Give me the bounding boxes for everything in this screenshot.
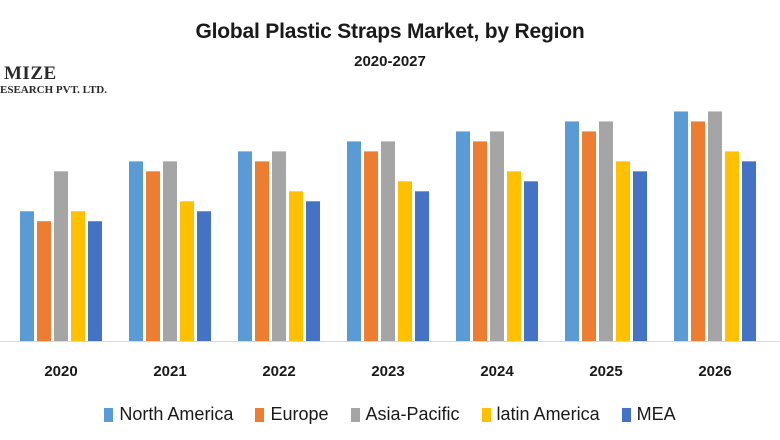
legend-item: Europe xyxy=(255,404,329,425)
bar-mea-2025 xyxy=(633,171,647,341)
x-tick-label: 2020 xyxy=(44,363,77,380)
legend-item: latin America xyxy=(481,404,600,425)
x-tick-label: 2024 xyxy=(480,363,514,380)
bar-asia-pacific-2022 xyxy=(272,151,286,341)
x-tick-label: 2023 xyxy=(371,363,404,380)
bar-mea-2021 xyxy=(197,211,211,341)
bar-latin-america-2024 xyxy=(507,171,521,341)
legend-item: North America xyxy=(104,404,233,425)
bar-mea-2023 xyxy=(415,191,429,341)
legend-label: latin America xyxy=(496,404,600,424)
legend-swatch xyxy=(350,407,360,422)
bar-mea-2024 xyxy=(524,181,538,341)
bar-asia-pacific-2026 xyxy=(708,111,722,342)
watermark-logo-subtext: ESEARCH PVT. LTD. xyxy=(0,84,107,96)
bar-europe-2025 xyxy=(582,131,596,341)
legend-label: North America xyxy=(119,404,234,424)
bar-latin-america-2022 xyxy=(289,191,303,341)
chart-subtitle: 2020-2027 xyxy=(354,53,426,70)
legend-label: MEA xyxy=(636,404,676,424)
chart-legend: North America Europe Asia-Pacific latin Ame… xyxy=(0,404,780,425)
bar-latin-america-2023 xyxy=(398,181,412,341)
bar-asia-pacific-2021 xyxy=(163,161,177,341)
bar-north-america-2023 xyxy=(347,141,361,341)
legend-label: Asia-Pacific xyxy=(365,404,460,424)
bar-latin-america-2020 xyxy=(71,211,85,341)
bar-north-america-2026 xyxy=(674,111,688,342)
bar-latin-america-2025 xyxy=(616,161,630,341)
x-tick-label: 2021 xyxy=(153,363,186,380)
chart-title: Global Plastic Straps Market, by Region xyxy=(195,20,585,43)
bar-asia-pacific-2023 xyxy=(381,141,395,341)
legend-swatch xyxy=(255,407,265,422)
bar-europe-2023 xyxy=(364,151,378,341)
bar-asia-pacific-2024 xyxy=(490,131,504,341)
bar-latin-america-2026 xyxy=(725,151,739,341)
legend-item: Asia-Pacific xyxy=(350,404,460,425)
x-tick-label: 2026 xyxy=(698,363,731,380)
legend-swatch xyxy=(621,407,631,422)
x-tick-label: 2022 xyxy=(262,363,295,380)
legend-item: MEA xyxy=(621,404,676,425)
bar-north-america-2025 xyxy=(565,121,579,341)
bar-north-america-2024 xyxy=(456,131,470,341)
bar-asia-pacific-2020 xyxy=(54,171,68,341)
bar-mea-2026 xyxy=(742,161,756,341)
legend-label: Europe xyxy=(270,404,329,424)
x-tick-label: 2025 xyxy=(589,363,622,380)
bar-latin-america-2021 xyxy=(180,201,194,341)
bar-europe-2024 xyxy=(473,141,487,341)
bar-north-america-2022 xyxy=(238,151,252,341)
watermark-logo-name: MIZE xyxy=(4,63,57,84)
legend-swatch xyxy=(481,407,491,422)
bar-europe-2020 xyxy=(37,221,51,341)
bar-north-america-2020 xyxy=(20,211,34,341)
bar-europe-2021 xyxy=(146,171,160,341)
bar-europe-2022 xyxy=(255,161,269,341)
bar-asia-pacific-2025 xyxy=(599,121,613,341)
bar-mea-2022 xyxy=(306,201,320,341)
bar-north-america-2021 xyxy=(129,161,143,341)
bar-mea-2020 xyxy=(88,221,102,341)
bar-europe-2026 xyxy=(691,121,705,341)
legend-swatch xyxy=(104,407,114,422)
